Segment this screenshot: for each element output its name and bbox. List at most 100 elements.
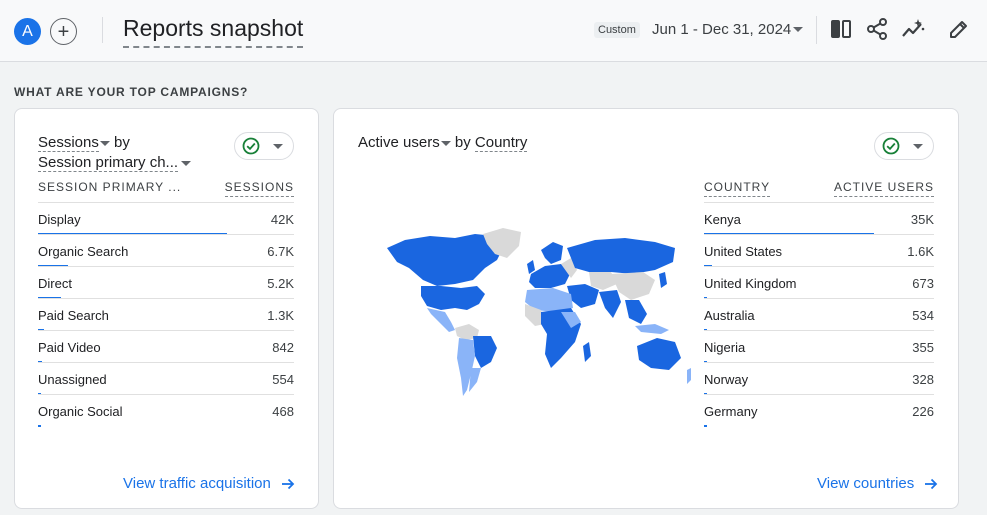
map-region-greenland [483,228,521,258]
sessions-row[interactable]: Paid Search 1.3K [38,298,294,331]
map-region-scandinavia [541,242,563,264]
map-region-central-asia [589,272,617,290]
section-heading: WHAT ARE YOUR TOP CAMPAIGNS? [14,85,249,99]
sessions-row[interactable]: Display 42K [38,202,294,235]
map-region-west-africa [525,304,545,326]
arrow-right-icon [281,478,295,489]
card-status-button[interactable] [874,132,934,160]
page-title[interactable]: Reports snapshot [123,15,304,48]
metric-selector[interactable]: Active users [358,134,440,151]
add-comparison-button[interactable]: + [50,18,77,45]
map-region-andes [457,338,475,396]
header-divider-2 [816,16,817,44]
map-region-east-africa-light [561,312,581,328]
country-row-label: Norway [704,372,749,387]
sessions-row-label: Direct [38,276,72,291]
date-range-label[interactable]: Jun 1 - Dec 31, 2024 [652,21,792,38]
header-divider [102,17,103,43]
map-region-new-zealand [687,368,691,384]
share-icon[interactable] [865,17,889,41]
view-countries-link[interactable]: View countries [817,475,938,492]
map-region-united-states [421,286,485,310]
chevron-down-icon [273,144,283,149]
card-status-button[interactable] [234,132,294,160]
sessions-row[interactable]: Organic Social 468 [38,394,294,427]
arrow-right-icon [925,478,938,489]
country-row-value: 355 [912,340,934,355]
country-row-label: Kenya [704,212,741,227]
dimension-title-line: Session primary ch... [38,154,192,172]
map-region-india [599,290,621,318]
sessions-row-label: Paid Video [38,340,101,355]
country-row-value: 226 [912,404,934,419]
sessions-row[interactable]: Organic Search 6.7K [38,234,294,267]
sessions-row-label: Unassigned [38,372,107,387]
sessions-row[interactable]: Direct 5.2K [38,266,294,299]
date-custom-chip: Custom [594,22,640,38]
insights-icon[interactable] [901,17,925,41]
country-row[interactable]: Australia 534 [704,298,934,331]
country-row-value: 328 [912,372,934,387]
sessions-row-value: 554 [272,372,294,387]
date-range-dropdown-icon[interactable] [793,27,803,32]
country-row[interactable]: United Kingdom 673 [704,266,934,299]
country-row-bar [704,425,707,427]
country-row-label: United States [704,244,783,259]
map-region-argentina [469,368,481,392]
map-region-europe [529,264,571,288]
map-region-middle-east [567,284,599,308]
country-row[interactable]: United States 1.6K [704,234,934,267]
column-header-country[interactable]: COUNTRY [704,180,771,197]
sessions-row[interactable]: Paid Video 842 [38,330,294,363]
check-circle-icon [882,137,900,155]
dimension-selector[interactable]: Session primary ch... [38,154,179,172]
sessions-row-value: 42K [270,212,294,227]
map-region-southeast-asia [625,300,647,324]
dimension-selector[interactable]: Country [474,134,528,152]
metric-dropdown-icon[interactable] [99,140,110,146]
map-region-canada [387,234,503,286]
map-region-japan [659,272,667,288]
active-users-card-title: Active users by Country [358,134,528,152]
map-region-russia [567,238,675,274]
view-traffic-acquisition-link[interactable]: View traffic acquisition [123,475,295,492]
map-region-brazil [473,336,497,368]
column-header-dimension: SESSION PRIMARY ... [38,180,182,194]
sessions-card [14,108,319,509]
country-row[interactable]: Nigeria 355 [704,330,934,363]
country-row[interactable]: Kenya 35K [704,202,934,235]
compare-icon[interactable] [829,17,853,41]
dimension-dropdown-icon[interactable] [181,160,192,166]
account-avatar[interactable]: A [14,18,41,45]
world-map[interactable] [385,228,695,398]
country-row-value: 35K [910,212,934,227]
top-header: A + Reports snapshot Custom Jun 1 - Dec … [0,0,987,62]
country-row[interactable]: Germany 226 [704,394,934,427]
sessions-row-label: Organic Search [38,244,129,259]
column-header-sessions[interactable]: SESSIONS [224,180,294,197]
chevron-down-icon [913,144,923,149]
metric-dropdown-icon[interactable] [440,140,451,146]
sessions-row-value: 6.7K [267,244,294,259]
country-row-label: United Kingdom [704,276,797,291]
sessions-row-value: 468 [272,404,294,419]
sessions-card-title: Sessions by [38,134,130,152]
country-row-value: 1.6K [907,244,934,259]
column-header-active-users[interactable]: ACTIVE USERS [833,180,934,197]
country-row-label: Germany [704,404,758,419]
sessions-row[interactable]: Unassigned 554 [38,362,294,395]
country-row[interactable]: Norway 328 [704,362,934,395]
map-region-mexico [427,308,455,332]
country-row-value: 673 [912,276,934,291]
sessions-row-bar [38,425,41,427]
sessions-row-label: Paid Search [38,308,109,323]
metric-selector[interactable]: Sessions [38,134,99,152]
country-row-label: Nigeria [704,340,746,355]
map-region-uk [527,260,535,274]
country-row-value: 534 [912,308,934,323]
check-circle-icon [242,137,260,155]
edit-icon[interactable] [947,17,971,41]
sessions-row-value: 5.2K [267,276,294,291]
by-label: by [454,134,471,151]
sessions-row-label: Organic Social [38,404,123,419]
